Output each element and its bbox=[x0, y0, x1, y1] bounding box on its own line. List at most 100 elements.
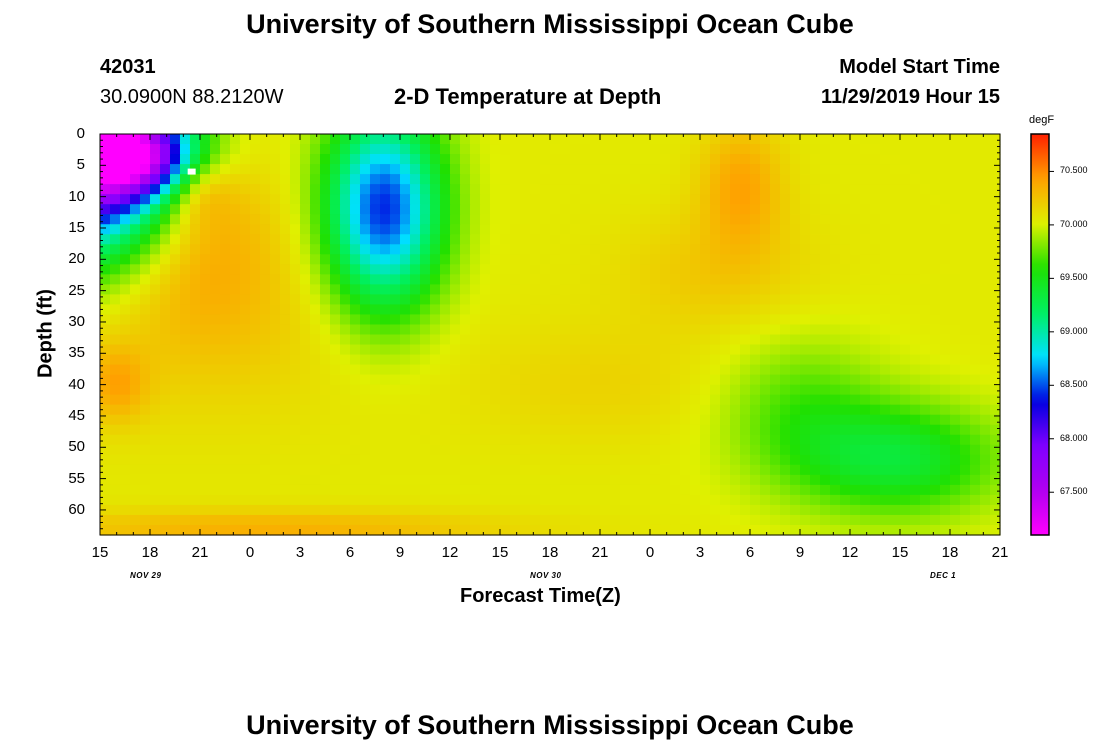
heatmap-cell bbox=[520, 234, 531, 245]
heatmap-cell bbox=[930, 304, 941, 316]
heatmap-cell bbox=[560, 434, 571, 446]
heatmap-cell bbox=[950, 474, 961, 486]
heatmap-cell bbox=[430, 304, 441, 316]
heatmap-cell bbox=[750, 184, 761, 195]
max-marker bbox=[187, 168, 196, 175]
heatmap-cell bbox=[130, 474, 141, 486]
heatmap-cell bbox=[890, 244, 901, 255]
heatmap-cell bbox=[850, 414, 861, 426]
heatmap-cell bbox=[940, 374, 951, 386]
heatmap-cell bbox=[760, 364, 771, 376]
heatmap-cell bbox=[200, 384, 211, 396]
heatmap-cell bbox=[430, 504, 441, 516]
heatmap-cell bbox=[830, 274, 841, 285]
heatmap-cell bbox=[510, 474, 521, 486]
heatmap-cell bbox=[260, 354, 271, 366]
heatmap-cell bbox=[390, 454, 401, 466]
heatmap-cell bbox=[290, 244, 301, 255]
heatmap-cell bbox=[830, 454, 841, 466]
heatmap-cell bbox=[260, 134, 271, 145]
heatmap-cell bbox=[100, 264, 111, 275]
heatmap-cell bbox=[360, 454, 371, 466]
heatmap-cell bbox=[120, 424, 131, 436]
heatmap-cell bbox=[500, 194, 511, 205]
heatmap-cell bbox=[650, 324, 661, 336]
heatmap-cell bbox=[740, 334, 751, 346]
heatmap-cell bbox=[970, 484, 981, 496]
heatmap-cell bbox=[230, 294, 241, 306]
heatmap-cell bbox=[340, 364, 351, 376]
heatmap-cell bbox=[830, 174, 841, 185]
heatmap-cell bbox=[330, 314, 341, 326]
heatmap-cell bbox=[820, 294, 831, 306]
heatmap-cell bbox=[330, 334, 341, 346]
heatmap-cell bbox=[410, 224, 421, 235]
heatmap-cell bbox=[780, 164, 791, 175]
heatmap-cell bbox=[340, 524, 351, 536]
heatmap-cell bbox=[800, 284, 811, 296]
heatmap-cell bbox=[500, 184, 511, 195]
heatmap-cell bbox=[980, 414, 991, 426]
heatmap-cell bbox=[490, 244, 501, 255]
heatmap-cell bbox=[700, 434, 711, 446]
heatmap-cell bbox=[720, 184, 731, 195]
heatmap-cell bbox=[100, 424, 111, 436]
heatmap-cell bbox=[140, 244, 151, 255]
heatmap-cell bbox=[540, 174, 551, 185]
heatmap-cell bbox=[970, 174, 981, 185]
heatmap-cell bbox=[250, 424, 261, 436]
heatmap-cell bbox=[490, 384, 501, 396]
heatmap-cell bbox=[860, 364, 871, 376]
heatmap-cell bbox=[960, 474, 971, 486]
heatmap-cell bbox=[970, 384, 981, 396]
heatmap-cell bbox=[560, 244, 571, 255]
heatmap-cell bbox=[220, 244, 231, 255]
heatmap-cell bbox=[240, 164, 251, 175]
heatmap-cell bbox=[960, 464, 971, 476]
heatmap-cell bbox=[260, 334, 271, 346]
heatmap-cell bbox=[300, 294, 311, 306]
heatmap-cell bbox=[310, 354, 321, 366]
heatmap-cell bbox=[400, 424, 411, 436]
heatmap-cell bbox=[920, 334, 931, 346]
heatmap-cell bbox=[400, 184, 411, 195]
heatmap-cell bbox=[600, 514, 611, 526]
heatmap-cell bbox=[570, 154, 581, 165]
heatmap-cell bbox=[780, 304, 791, 316]
heatmap-cell bbox=[270, 274, 281, 285]
heatmap-cell bbox=[720, 494, 731, 506]
heatmap-cell bbox=[350, 154, 361, 165]
heatmap-cell bbox=[880, 414, 891, 426]
heatmap-cell bbox=[320, 184, 331, 195]
heatmap-cell bbox=[220, 174, 231, 185]
heatmap-cell bbox=[330, 504, 341, 516]
heatmap-cell bbox=[930, 464, 941, 476]
heatmap-cell bbox=[180, 444, 191, 456]
heatmap-cell bbox=[880, 254, 891, 265]
heatmap-cell bbox=[160, 404, 171, 416]
heatmap-cell bbox=[750, 174, 761, 185]
heatmap-cell bbox=[300, 494, 311, 506]
heatmap-cell bbox=[500, 344, 511, 356]
heatmap-cell bbox=[830, 254, 841, 265]
heatmap-cell bbox=[260, 244, 271, 255]
heatmap-cell bbox=[420, 474, 431, 486]
heatmap-cell bbox=[630, 324, 641, 336]
heatmap-cell bbox=[750, 514, 761, 526]
heatmap-cell bbox=[710, 504, 721, 516]
heatmap-cell bbox=[210, 384, 221, 396]
heatmap-cell bbox=[290, 424, 301, 436]
heatmap-cell bbox=[930, 274, 941, 285]
heatmap-cell bbox=[640, 184, 651, 195]
heatmap-cell bbox=[240, 434, 251, 446]
heatmap-cell bbox=[530, 444, 541, 456]
heatmap-cell bbox=[760, 224, 771, 235]
heatmap-cell bbox=[470, 194, 481, 205]
heatmap-cell bbox=[370, 464, 381, 476]
heatmap-cell bbox=[970, 454, 981, 466]
heatmap-cell bbox=[620, 224, 631, 235]
heatmap-cell bbox=[910, 194, 921, 205]
heatmap-cell bbox=[150, 314, 161, 326]
heatmap-cell bbox=[120, 194, 131, 205]
heatmap-cell bbox=[820, 444, 831, 456]
